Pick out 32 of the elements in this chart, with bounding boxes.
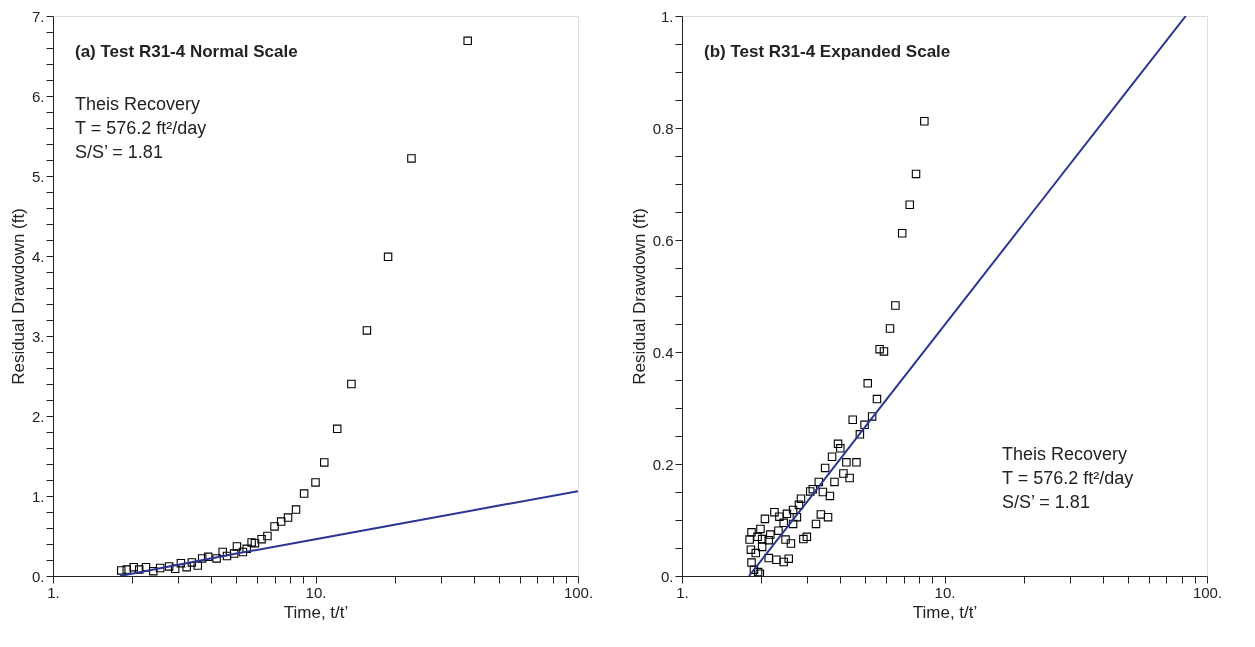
- x-tick-label: 10.: [305, 583, 327, 601]
- y-tick-label: 6.: [31, 87, 45, 105]
- text: (b) Test R31-4 Expanded Scale: [704, 42, 951, 61]
- y-tick-label: 1.: [660, 7, 674, 25]
- annotation: S/S’ = 1.81: [1002, 492, 1090, 512]
- x-axis-title: Time, t/t’: [912, 602, 978, 622]
- y-tick-label: 0.8: [652, 119, 674, 137]
- y-tick-label: 0.: [31, 567, 45, 585]
- x-tick-label: 1.: [47, 583, 60, 601]
- annotation: T = 576.2 ft²/day: [75, 118, 207, 138]
- y-tick-label: 5.: [31, 167, 45, 185]
- y-tick-label: 4.: [31, 247, 45, 265]
- y-tick-label: 0.2: [652, 455, 674, 473]
- y-tick-label: 2.: [31, 407, 45, 425]
- x-tick-label: 100.: [1192, 583, 1223, 601]
- y-tick-label: 3.: [31, 327, 45, 345]
- annotation: Theis Recovery: [75, 94, 201, 114]
- annotation: T = 576.2 ft²/day: [1002, 468, 1134, 488]
- annotation: S/S’ = 1.81: [75, 142, 163, 162]
- x-tick-label: 1.: [676, 583, 689, 601]
- y-tick-label: 0.4: [652, 343, 674, 361]
- y-axis-title: Residual Drawdown (ft): [8, 208, 28, 385]
- y-tick-label: 1.: [31, 487, 45, 505]
- text: (a) Test R31-4 Normal Scale: [75, 42, 298, 61]
- x-tick-label: 100.: [563, 583, 594, 601]
- y-tick-label: 0.6: [652, 231, 674, 249]
- x-axis-title: Time, t/t’: [283, 602, 349, 622]
- y-tick-label: 7.: [31, 7, 45, 25]
- annotation: Theis Recovery: [1002, 444, 1128, 464]
- x-tick-label: 10.: [934, 583, 956, 601]
- y-axis-title: Residual Drawdown (ft): [629, 208, 649, 385]
- y-tick-label: 0.: [660, 567, 674, 585]
